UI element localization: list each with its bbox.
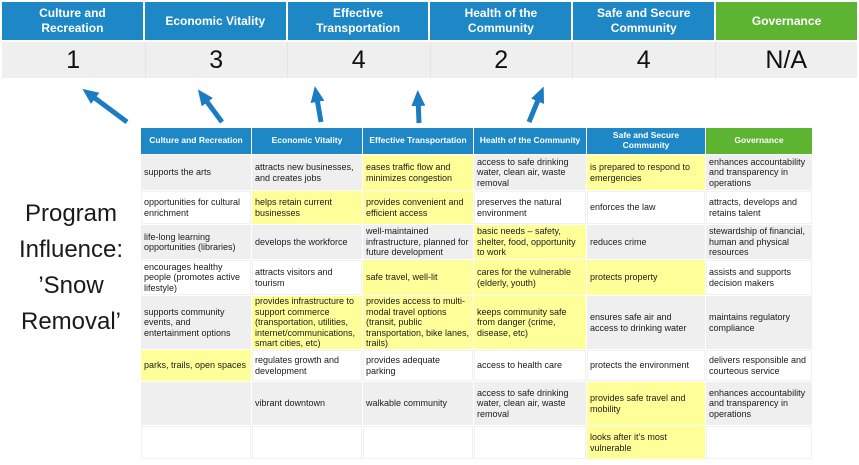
program-title-line: ’Snow — [38, 272, 104, 299]
up-arrow-icon — [197, 89, 225, 124]
influence-matrix-table: Culture and Recreation Economic Vitality E… — [141, 128, 812, 459]
scorecard-header-effective-transportation: Effective Transportation — [287, 2, 429, 40]
matrix-cell: safe travel, well-lit — [363, 260, 473, 295]
matrix-header-effective-transportation: Effective Transportation — [363, 128, 473, 154]
matrix-cell: provides access to multi-modal travel op… — [363, 296, 473, 349]
matrix-cell: access to safe drinking water, clean air… — [474, 155, 586, 190]
up-arrow-icon — [310, 86, 325, 123]
scorecard: Culture and Recreation Economic Vitality E… — [2, 2, 857, 78]
matrix-cell: regulates growth and development — [252, 350, 362, 381]
matrix-cell: enhances accountability and transparency… — [706, 382, 812, 425]
scorecard-score-health-of-the-community: 2 — [429, 42, 572, 78]
matrix-cell: is prepared to respond to emergencies — [587, 155, 705, 190]
matrix-cell: vibrant downtown — [252, 382, 362, 425]
matrix-cell: helps retain current businesses — [252, 191, 362, 224]
matrix-cell: stewardship of financial, human and phys… — [706, 225, 812, 259]
matrix-cell — [474, 426, 586, 459]
program-title-line: Influence: — [18, 236, 124, 263]
up-arrow-icon — [526, 86, 545, 123]
matrix-cell: ensures safe air and access to drinking … — [587, 296, 705, 349]
scorecard-score-governance: N/A — [714, 42, 857, 78]
matrix-cell: walkable community — [363, 382, 473, 425]
matrix-header-governance: Governance — [706, 128, 812, 154]
matrix-cell: well-maintained infrastructure, planned … — [363, 225, 473, 259]
matrix-cell: supports the arts — [141, 155, 251, 190]
scorecard-score-culture-and-recreation: 1 — [2, 42, 145, 78]
matrix-header-culture-and-recreation: Culture and Recreation — [141, 128, 251, 154]
matrix-cell: develops the workforce — [252, 225, 362, 259]
scorecard-score-economic-vitality: 3 — [144, 42, 287, 78]
matrix-cell — [252, 426, 362, 459]
matrix-cell: keeps community safe from danger (crime,… — [474, 296, 586, 349]
matrix-cell — [141, 382, 251, 425]
program-title-line: Program — [24, 200, 118, 227]
matrix-header-health-of-the-community: Health of the Community — [474, 128, 586, 154]
scorecard-header-economic-vitality: Economic Vitality — [144, 2, 286, 40]
program-title-line: Removal’ — [20, 308, 122, 335]
score-arrows — [82, 86, 545, 125]
scorecard-score-effective-transportation: 4 — [287, 42, 430, 78]
matrix-cell: enforces the law — [587, 191, 705, 224]
scorecard-header-health-of-the-community: Health of the Community — [430, 2, 572, 40]
matrix-cell — [363, 426, 473, 459]
matrix-cell: access to safe drinking water, clean air… — [474, 382, 586, 425]
scorecard-header-safe-and-secure-community: Safe and Secure Community — [573, 2, 715, 40]
matrix-cell: provides safe travel and mobility — [587, 382, 705, 425]
matrix-cell: looks after it’s most vulnerable — [587, 426, 705, 459]
matrix-cell: provides infrastructure to support comme… — [252, 296, 362, 349]
matrix-cell — [706, 426, 812, 459]
matrix-cell: life-long learning opportunities (librar… — [141, 225, 251, 259]
matrix-cell: encourages healthy people (promotes acti… — [141, 260, 251, 295]
matrix-cell: delivers responsible and courteous servi… — [706, 350, 812, 381]
scorecard-score-safe-and-secure-community: 4 — [572, 42, 715, 78]
up-arrow-icon — [411, 90, 426, 124]
matrix-cell: preserves the natural environment — [474, 191, 586, 224]
matrix-cell: attracts new businesses, and creates job… — [252, 155, 362, 190]
scorecard-score-row: 1 3 4 2 4 N/A — [2, 42, 857, 78]
matrix-cell: protects property — [587, 260, 705, 295]
matrix-cell — [141, 426, 251, 459]
matrix-cell: opportunities for cultural enrichment — [141, 191, 251, 224]
program-influence-title: Program Influence: ’Snow Removal’ — [0, 196, 142, 340]
matrix-cell: eases traffic flow and minimizes congest… — [363, 155, 473, 190]
matrix-cell: enhances accountability and transparency… — [706, 155, 812, 190]
scorecard-header-governance: Governance — [716, 2, 857, 40]
matrix-cell: basic needs – safety, shelter, food, opp… — [474, 225, 586, 259]
matrix-cell: parks, trails, open spaces — [141, 350, 251, 381]
scorecard-header-culture-and-recreation: Culture and Recreation — [2, 2, 143, 40]
matrix-cell: cares for the vulnerable (elderly, youth… — [474, 260, 586, 295]
matrix-header-economic-vitality: Economic Vitality — [252, 128, 362, 154]
matrix-cell: protects the environment — [587, 350, 705, 381]
matrix-cell: reduces crime — [587, 225, 705, 259]
matrix-cell: attracts visitors and tourism — [252, 260, 362, 295]
matrix-cell: attracts, develops and retains talent — [706, 191, 812, 224]
matrix-cell: provides adequate parking — [363, 350, 473, 381]
matrix-cell: maintains regulatory compliance — [706, 296, 812, 349]
scorecard-header-row: Culture and Recreation Economic Vitality E… — [2, 2, 857, 40]
matrix-cell: supports community events, and entertain… — [141, 296, 251, 349]
matrix-cell: assists and supports decision makers — [706, 260, 812, 295]
matrix-header-safe-and-secure-community: Safe and Secure Community — [587, 128, 705, 154]
up-arrow-icon — [82, 88, 129, 125]
matrix-cell: provides convenient and efficient access — [363, 191, 473, 224]
matrix-cell: access to health care — [474, 350, 586, 381]
